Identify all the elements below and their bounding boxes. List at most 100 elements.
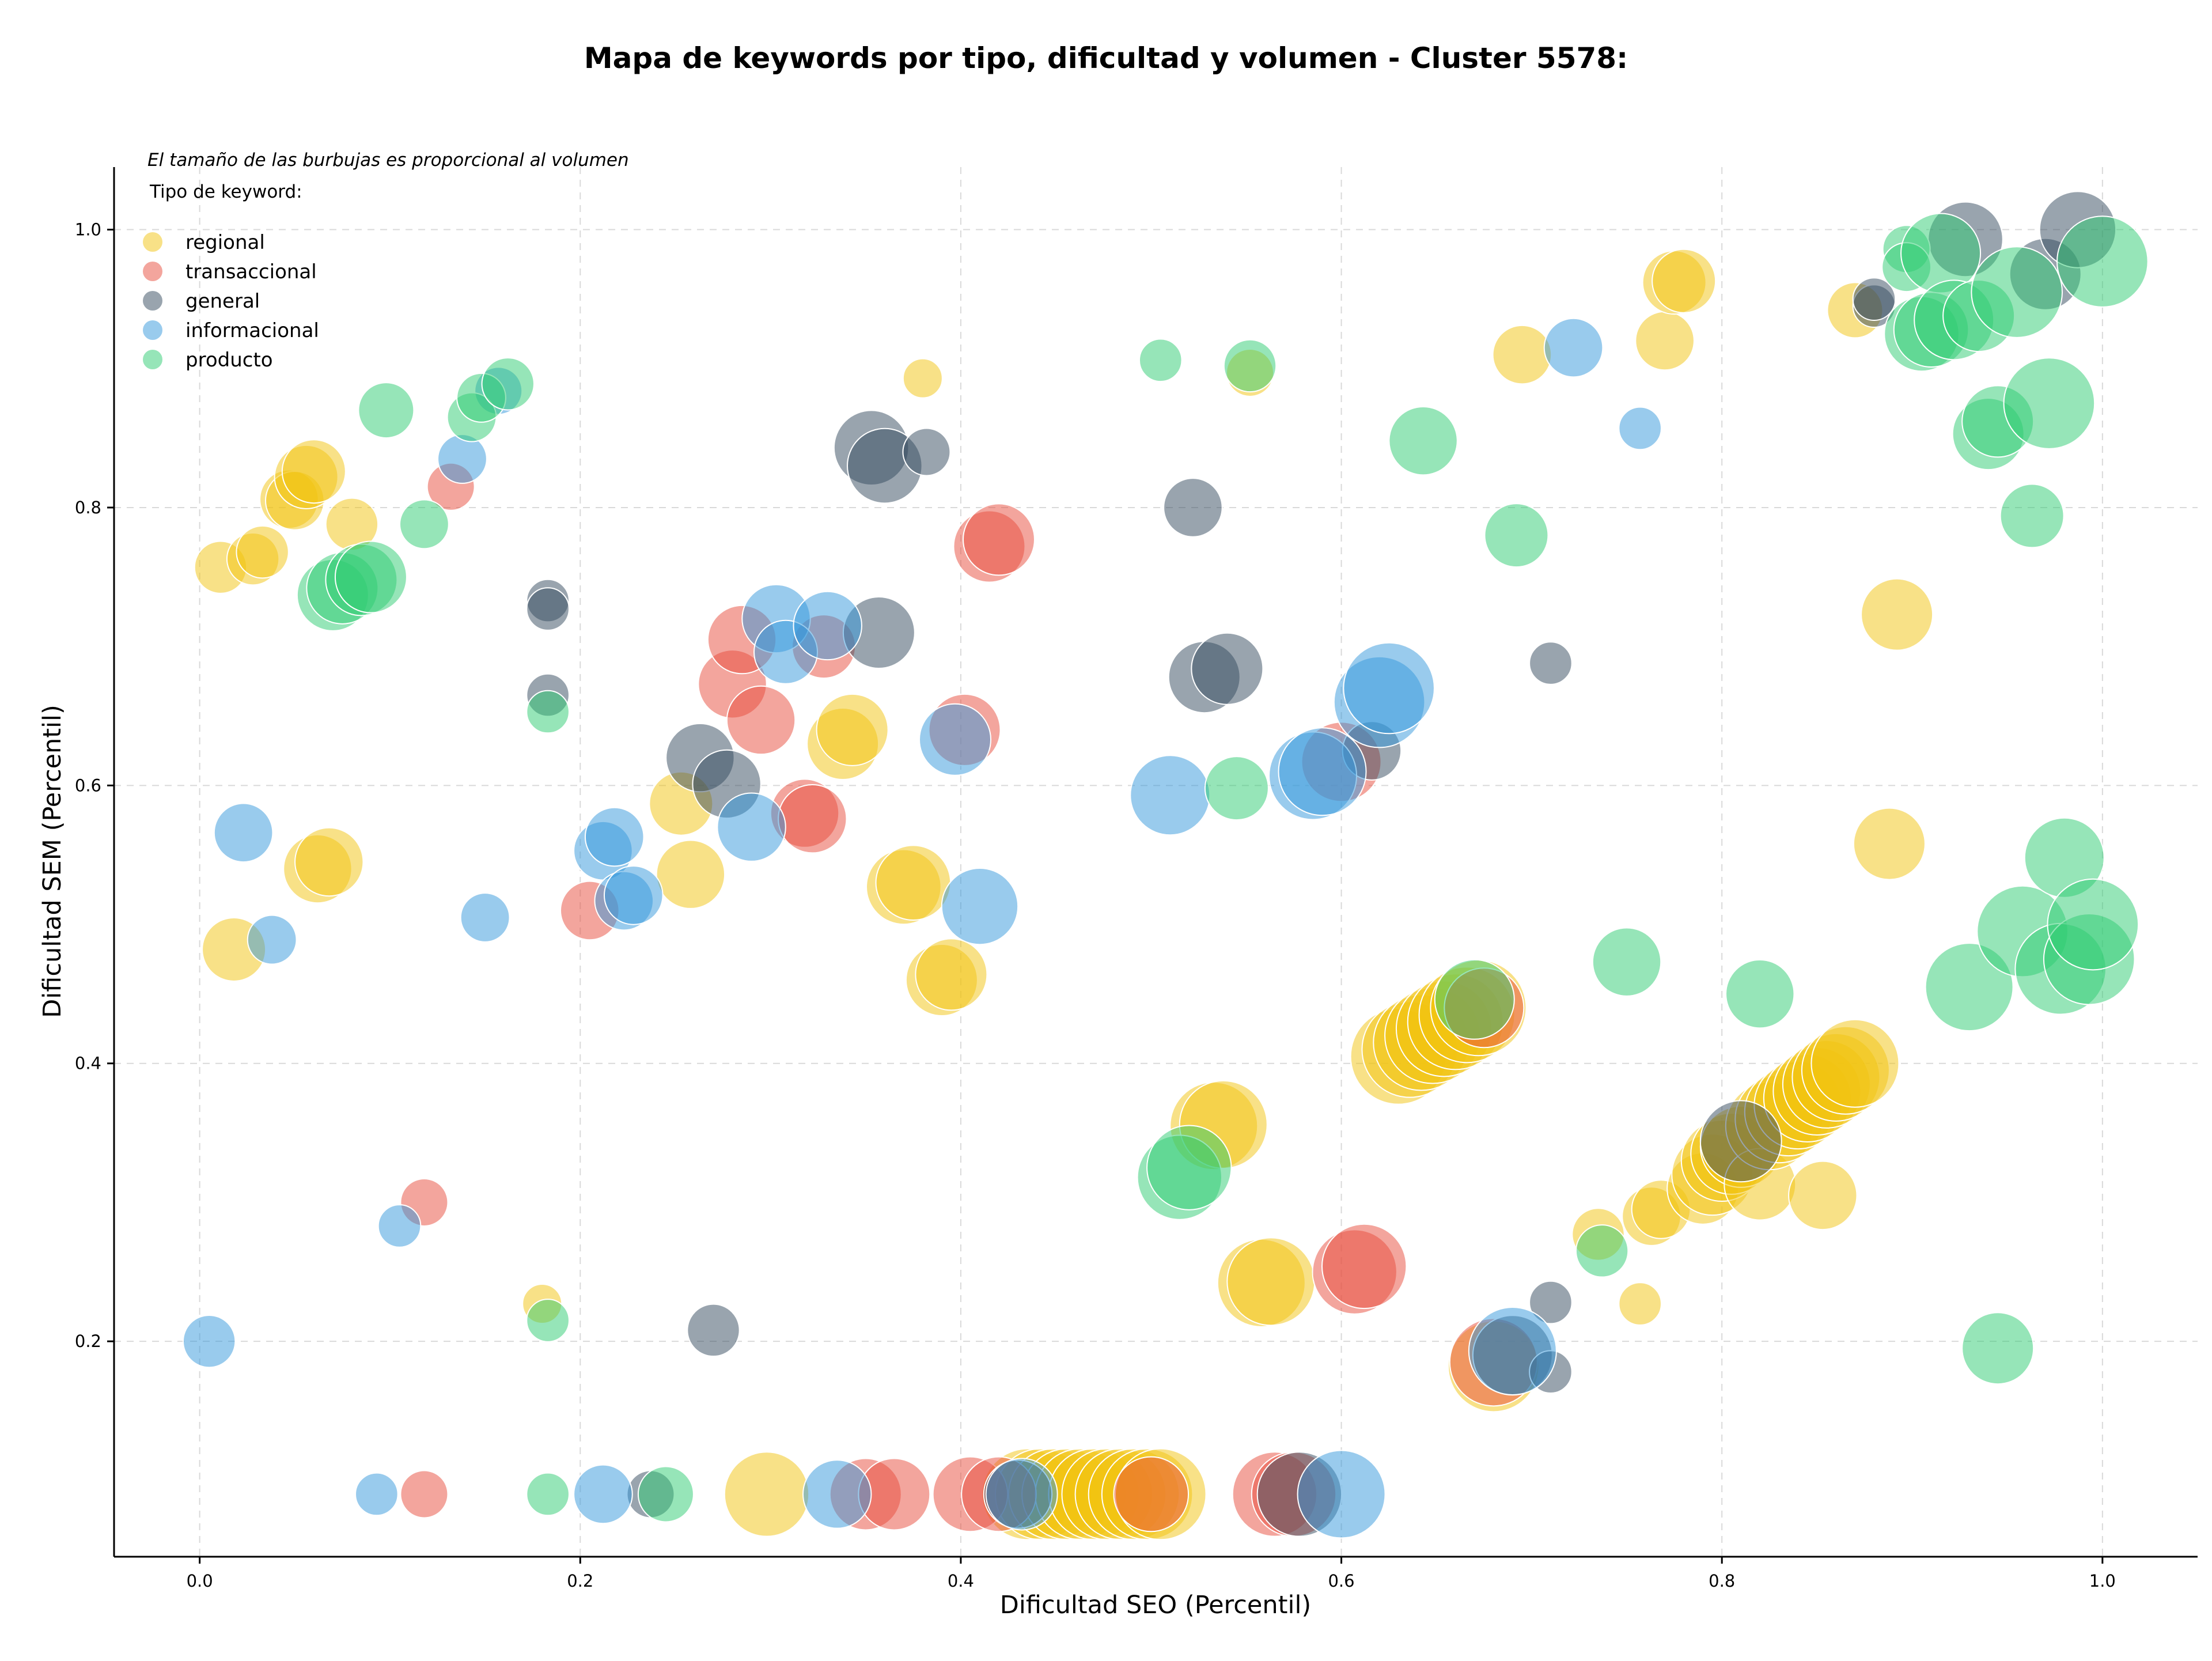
series-producto xyxy=(296,213,2149,1523)
bubble-general xyxy=(1699,1100,1782,1183)
chart-title: Mapa de keywords por tipo, dificultad y … xyxy=(584,41,1628,75)
bubble-informacional xyxy=(437,434,487,484)
y-tick-label: 0.4 xyxy=(75,1054,101,1073)
bubble-producto xyxy=(2056,215,2149,308)
legend-label-producto: producto xyxy=(185,349,273,372)
bubble-regional xyxy=(816,693,889,766)
bubble-general xyxy=(902,427,951,476)
y-axis-label: Dificultad SEM (Percentil) xyxy=(38,705,67,1018)
legend-label-regional: regional xyxy=(185,231,265,254)
bubble-producto xyxy=(637,1466,694,1523)
bubble-transaccional xyxy=(1321,1223,1407,1310)
bubble-producto xyxy=(1434,959,1515,1040)
bubble-informacional xyxy=(1343,642,1435,735)
bubble-transaccional xyxy=(778,784,847,854)
bubble-informacional xyxy=(573,1464,633,1524)
bubble-regional xyxy=(1853,807,1926,880)
bubble-general xyxy=(1852,277,1896,321)
bubble-transaccional xyxy=(726,685,796,755)
bubble-regional xyxy=(1635,311,1695,371)
bubble-producto xyxy=(334,540,407,614)
bubble-producto xyxy=(1592,927,1662,997)
bubble-informacional xyxy=(1278,727,1367,816)
x-tick-label: 0.6 xyxy=(1328,1571,1354,1591)
bubble-regional xyxy=(1618,1282,1662,1326)
bubble-general xyxy=(1191,632,1264,705)
bubble-informacional xyxy=(182,1314,236,1368)
legend-label-general: general xyxy=(185,290,260,313)
bubble-producto xyxy=(1725,959,1795,1029)
bubble-producto xyxy=(1925,943,2014,1032)
bubble-informacional xyxy=(793,591,862,661)
legend-label-informacional: informacional xyxy=(185,319,319,342)
x-tick-label: 0.2 xyxy=(567,1571,593,1591)
bubble-informacional xyxy=(1543,317,1604,378)
legend-marker-regional xyxy=(143,232,162,252)
bubble-informacional xyxy=(802,1459,872,1529)
series-informacional xyxy=(182,317,1662,1539)
bubble-regional xyxy=(1652,248,1717,313)
bubble-informacional xyxy=(941,867,1019,945)
bubble-regional xyxy=(875,845,952,921)
bubble-informacional xyxy=(247,914,297,965)
legend-title: Tipo de keyword: xyxy=(149,181,302,202)
bubble-general xyxy=(1163,478,1223,538)
bubble-informacional xyxy=(1618,406,1662,451)
legend-marker-transaccional xyxy=(143,262,162,281)
bubble-informacional xyxy=(377,1204,422,1248)
grid xyxy=(114,167,2198,1557)
y-tick-label: 0.2 xyxy=(75,1331,101,1351)
bubble-regional xyxy=(1861,578,1934,651)
bubble-regional xyxy=(656,839,726,909)
legend: regional transaccional general informaciona… xyxy=(143,231,319,372)
y-tick-label: 1.0 xyxy=(75,220,101,240)
x-axis-label: Dificultad SEO (Percentil) xyxy=(1000,1591,1311,1620)
bubble-producto xyxy=(1388,406,1458,476)
bubble-regional xyxy=(294,827,364,897)
bubble-transaccional xyxy=(962,503,1035,576)
bubble-size-note: El tamaño de las burbujas es proporciona… xyxy=(147,150,629,171)
bubble-producto xyxy=(1146,1125,1232,1210)
bubble-informacional xyxy=(355,1472,399,1516)
bubble-regional xyxy=(1226,1237,1316,1326)
bubble-producto xyxy=(1961,1312,2035,1385)
bubble-regional xyxy=(724,1451,810,1537)
x-tick-label: 0.4 xyxy=(948,1571,974,1591)
legend-marker-producto xyxy=(143,350,162,369)
y-tick-label: 0.6 xyxy=(75,775,101,795)
y-tick-label: 0.8 xyxy=(75,498,101,517)
bubble-transaccional xyxy=(400,1470,449,1519)
bubble-regional xyxy=(915,938,988,1011)
bubble-producto xyxy=(1971,246,2063,338)
bubble-producto xyxy=(2003,357,2096,449)
bubble-producto xyxy=(526,1472,570,1516)
legend-label-transaccional: transaccional xyxy=(185,260,317,283)
bubble-producto xyxy=(1138,338,1183,383)
bubble-producto xyxy=(2047,878,2139,971)
bubble-general xyxy=(687,1303,740,1357)
bubble-informacional xyxy=(584,807,645,867)
bubble-regional xyxy=(281,439,346,504)
x-tick-label: 1.0 xyxy=(2089,1571,2116,1591)
bubble-transaccional xyxy=(1113,1456,1190,1533)
bubble-producto xyxy=(1999,483,2065,548)
x-tick-label: 0.0 xyxy=(187,1571,213,1591)
axes: 0.0 0.2 0.4 0.6 0.8 1.0 0.2 0.4 0.6 0.8 1.0 xyxy=(75,167,2198,1591)
bubble-regional xyxy=(1788,1160,1858,1231)
bubble-regional xyxy=(236,525,289,579)
bubble-informacional xyxy=(1468,1307,1557,1396)
bubble-informacional xyxy=(603,865,664,925)
bubble-producto xyxy=(526,690,570,734)
bubble-producto xyxy=(1484,503,1549,568)
bubble-informacional xyxy=(919,703,992,776)
bubble-informacional xyxy=(1130,755,1211,836)
bubble-producto xyxy=(1204,756,1269,821)
bubble-producto xyxy=(1575,1224,1629,1278)
bubble-producto xyxy=(481,357,535,411)
bubble-regional xyxy=(1492,324,1552,385)
bubble-producto xyxy=(1223,339,1277,393)
bubble-general xyxy=(1529,641,1573,685)
x-tick-label: 0.8 xyxy=(1709,1571,1735,1591)
legend-marker-informacional xyxy=(143,320,162,340)
